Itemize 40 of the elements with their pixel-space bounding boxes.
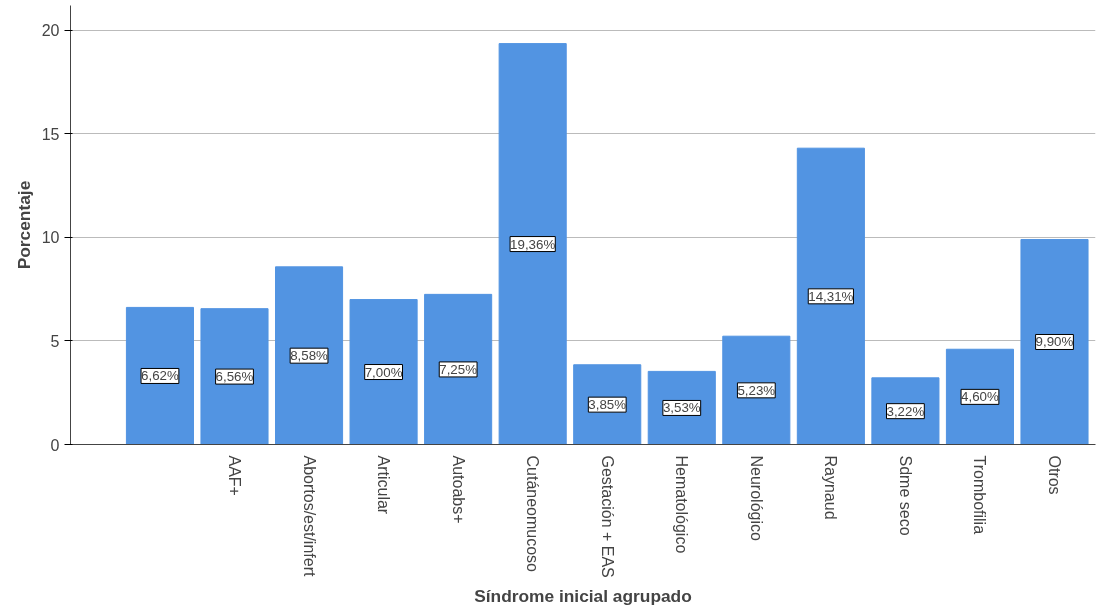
- y-axis-title: Porcentaje: [13, 180, 34, 270]
- y-tick-label: 20: [41, 22, 60, 40]
- x-tick-label: Abortos/est/infert: [300, 455, 318, 577]
- x-tick-label: Gestación + EAS: [598, 455, 616, 578]
- data-label: 3,85%: [588, 397, 627, 413]
- bar: [1020, 239, 1089, 445]
- bar: [424, 293, 493, 445]
- x-tick-label: Trombofilia: [971, 455, 989, 535]
- data-label: 7,00%: [364, 364, 403, 380]
- bar: [349, 299, 418, 445]
- x-tick-label: Raynaud: [822, 455, 840, 520]
- data-label: 5,23%: [737, 382, 776, 398]
- bar: [573, 364, 642, 445]
- bar: [647, 370, 716, 445]
- x-tick-label: Neurológico: [747, 455, 765, 541]
- y-tick-label: 15: [41, 125, 60, 143]
- bar: [498, 43, 567, 445]
- data-label: 3,22%: [886, 403, 925, 419]
- x-tick-label: Otros: [1046, 455, 1063, 495]
- x-tick-label: Articular: [375, 455, 393, 515]
- data-label: 9,90%: [1035, 334, 1074, 350]
- bar: [945, 348, 1014, 445]
- y-tick-label: 0: [50, 436, 60, 454]
- x-tick-label: AAF+: [226, 455, 243, 496]
- bar: [200, 308, 269, 445]
- bar: [125, 306, 194, 445]
- y-tick-label: 10: [41, 229, 60, 247]
- data-label: 3,53%: [662, 400, 701, 416]
- x-tick-label: Hematológico: [673, 455, 691, 554]
- x-axis-title: Síndrome inicial agrupado: [474, 585, 692, 606]
- x-tick-label: Cutáneomucoso: [524, 455, 542, 573]
- x-tick-label: Autoabs+: [449, 455, 467, 524]
- bar: [275, 266, 344, 445]
- y-tick-label: 5: [50, 332, 60, 350]
- bar: [722, 335, 791, 445]
- data-label: 6,56%: [215, 369, 254, 385]
- data-label: 19,36%: [510, 236, 556, 252]
- bar: [796, 147, 865, 445]
- data-label: 14,31%: [808, 288, 854, 304]
- x-tick-label: Sdme seco: [896, 455, 914, 536]
